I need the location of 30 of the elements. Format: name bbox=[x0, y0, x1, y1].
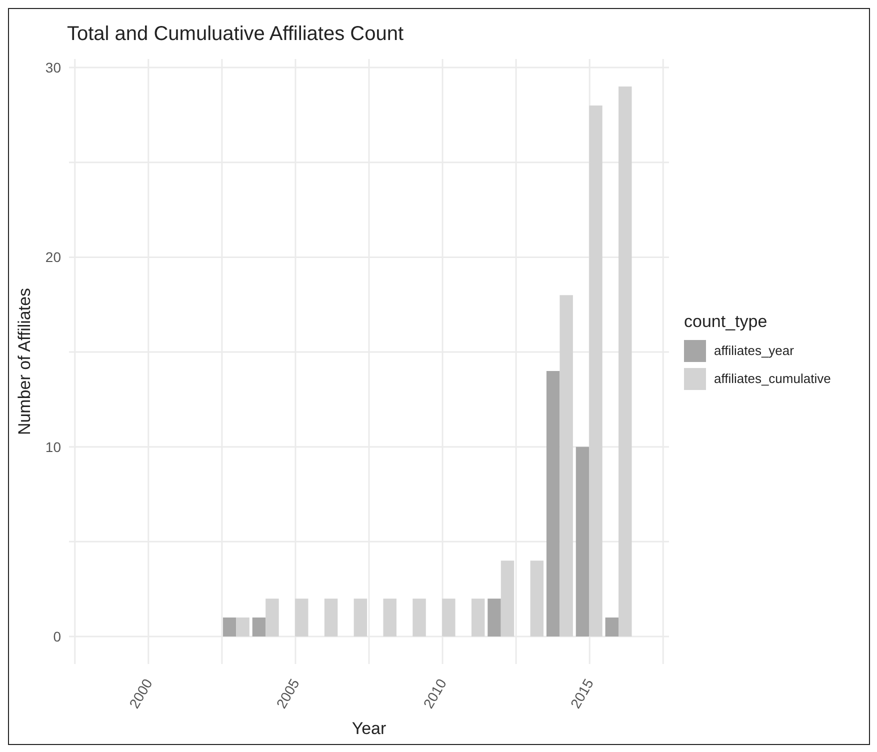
bar bbox=[500, 560, 514, 636]
bar bbox=[471, 598, 485, 636]
bar bbox=[266, 598, 279, 636]
bar bbox=[530, 560, 544, 636]
legend-title: count_type bbox=[684, 312, 768, 332]
legend-label: affiliates_cumulative bbox=[714, 371, 831, 386]
y-tick-label: 10 bbox=[45, 438, 62, 455]
y-tick-label: 30 bbox=[45, 60, 62, 76]
bar bbox=[412, 598, 426, 636]
bar bbox=[618, 86, 632, 636]
bar bbox=[324, 598, 338, 636]
bar bbox=[605, 618, 619, 636]
chart-title: Total and Cumuluative Affiliates Count bbox=[67, 23, 404, 46]
bar bbox=[442, 598, 456, 636]
legend-label: affiliates_year bbox=[714, 343, 794, 358]
bar bbox=[354, 598, 368, 636]
x-axis-title: Year bbox=[352, 719, 387, 738]
bar bbox=[589, 105, 602, 636]
bar bbox=[252, 618, 266, 636]
y-axis-title: Number of Affiliates bbox=[15, 288, 34, 436]
bar bbox=[236, 618, 250, 636]
bar bbox=[560, 295, 573, 636]
bar bbox=[546, 370, 560, 636]
y-tick-label: 20 bbox=[45, 249, 62, 266]
bar bbox=[295, 598, 308, 636]
bar bbox=[576, 446, 590, 636]
y-tick-label: 0 bbox=[53, 628, 62, 644]
bar bbox=[488, 598, 501, 636]
bar bbox=[222, 618, 236, 636]
bar bbox=[383, 598, 396, 636]
